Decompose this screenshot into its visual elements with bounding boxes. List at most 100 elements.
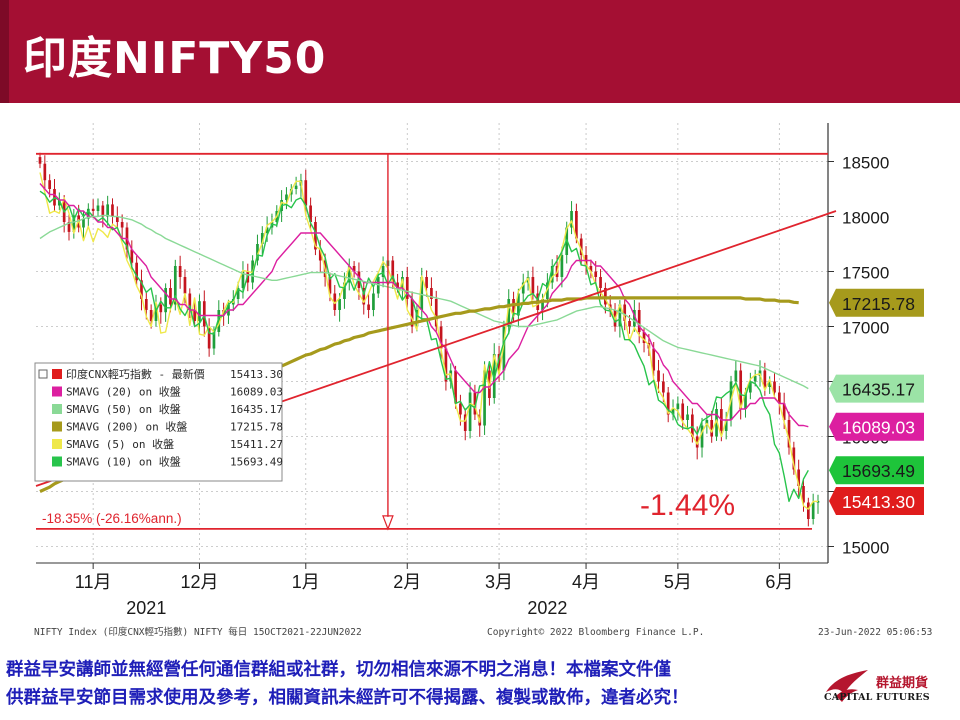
price-tag-box <box>829 412 924 441</box>
candle-body <box>666 392 670 415</box>
ma-line <box>39 214 809 390</box>
ma-line <box>39 172 819 510</box>
candle-body <box>256 244 259 261</box>
candle-body <box>439 326 443 349</box>
candle-body <box>140 280 143 299</box>
price-tag-value: 17215.78 <box>842 294 915 314</box>
month-label: 1月 <box>292 572 320 592</box>
candle-body <box>749 381 752 393</box>
candle-body <box>739 370 743 409</box>
candle-body <box>405 277 409 299</box>
candle-body <box>652 348 656 371</box>
price-tag-box <box>829 374 924 403</box>
candle-body <box>459 403 462 415</box>
candle-body <box>671 409 675 415</box>
candle-body <box>686 414 689 420</box>
candle-body <box>492 354 496 398</box>
candle-body <box>57 200 61 206</box>
candle-body <box>198 301 201 321</box>
price-tags: 17215.78 16435.17 16089.03 15693.49 15413.30 <box>829 288 924 516</box>
candle-body <box>560 255 564 277</box>
candle-body <box>715 409 718 437</box>
candle-body <box>802 486 805 503</box>
legend-swatch <box>52 386 62 397</box>
price-tag-value: 15693.49 <box>842 461 915 481</box>
candle-body <box>589 266 593 272</box>
candle-body <box>604 288 607 305</box>
candle-body <box>333 293 337 310</box>
month-label: 5月 <box>664 572 692 592</box>
candle-body <box>415 310 419 327</box>
candle-body <box>304 180 308 206</box>
candle-body <box>48 180 52 189</box>
logo-english-text: CAPITAL FUTURES <box>824 692 930 703</box>
header-bar: 印度NIFTY50 <box>0 0 960 103</box>
y-tick-label: 18500 <box>842 154 889 173</box>
legend-label: SMAVG (20) on 收盤 <box>66 385 181 399</box>
candle-body <box>787 420 791 448</box>
legend-swatch <box>52 421 62 432</box>
candle-body <box>217 310 221 332</box>
year-label: 2021 <box>126 598 166 618</box>
month-label: 4月 <box>572 572 600 592</box>
candle-body <box>338 299 341 310</box>
legend-value: 17215.78 <box>230 421 283 434</box>
trendlines: -18.35% (-26.16%ann.) -1.44% <box>35 152 837 531</box>
candle-body <box>628 321 631 327</box>
chart-legend: 印度CNX輕巧指數 - 最新價 15413.30 SMAVG (20) on 收盤 1… <box>34 362 283 482</box>
legend-swatch <box>52 456 62 467</box>
ma-line <box>39 190 809 503</box>
candle-body <box>91 208 95 211</box>
candle-body <box>724 420 728 431</box>
candle-body <box>43 163 47 181</box>
candle-body <box>396 282 399 288</box>
candle-body <box>637 310 641 332</box>
price-tag-box <box>829 487 924 516</box>
candle-body <box>768 381 772 387</box>
candle-body <box>309 205 312 222</box>
source-timestamp: 23-Jun-2022 05:06:53 <box>818 627 932 638</box>
candle-body <box>468 392 472 431</box>
candle-body <box>550 266 554 283</box>
candle-body <box>183 277 187 294</box>
candle-body <box>744 392 747 409</box>
candle-body <box>144 299 148 310</box>
candle-body <box>410 299 414 327</box>
candle-body <box>367 304 370 310</box>
candle-body <box>430 288 433 299</box>
disclaimer-line-1: 群益早安講師並無經營任何通信群組或社群，切勿相信來源不明之消息！本檔案文件僅 <box>6 660 671 680</box>
candle-body <box>328 277 332 294</box>
candle-body <box>294 185 298 189</box>
price-tag-value: 16089.03 <box>842 418 915 438</box>
candle-body <box>352 266 356 272</box>
candle-body <box>512 299 515 316</box>
candle-body <box>618 304 622 327</box>
candle-body <box>314 222 317 250</box>
candle-body <box>642 332 646 343</box>
candle-body <box>806 502 810 519</box>
candle-body <box>111 204 114 217</box>
candle-body <box>662 381 665 393</box>
legend-value: 16435.17 <box>230 403 283 416</box>
candlestick-series <box>38 152 820 527</box>
candle-body <box>347 266 351 283</box>
candle-body <box>96 205 100 211</box>
candle-body <box>507 299 511 327</box>
candle-body <box>463 414 467 431</box>
candle-body <box>318 249 322 261</box>
year-label: 2022 <box>527 598 567 618</box>
legend-value: 16089.03 <box>230 386 283 399</box>
candle-body <box>86 208 90 219</box>
candle-body <box>207 326 211 349</box>
candle-body <box>434 299 438 327</box>
candle-body <box>541 299 544 310</box>
candle-body <box>260 233 264 244</box>
legend-value: 15693.49 <box>230 456 283 469</box>
month-label: 2月 <box>393 572 421 592</box>
logo-bird-icon <box>826 670 868 702</box>
candle-body <box>753 376 757 382</box>
drop-arrow-head <box>382 515 394 531</box>
candle-body <box>285 194 288 200</box>
candle-body <box>265 227 269 233</box>
legend-swatch <box>52 369 62 379</box>
